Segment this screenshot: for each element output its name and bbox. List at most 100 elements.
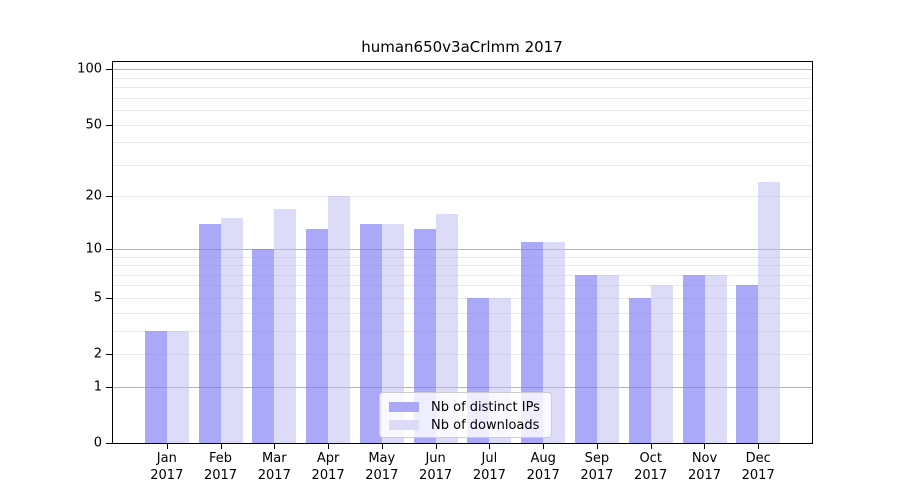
gridline-major bbox=[113, 248, 812, 250]
y-tick-mark bbox=[106, 125, 113, 126]
x-tick-mark bbox=[382, 443, 383, 449]
gridline-minor bbox=[113, 110, 812, 111]
gridline-minor bbox=[113, 196, 812, 198]
x-tick-label-month: Nov bbox=[691, 451, 718, 466]
x-tick-label: Aug 2017 bbox=[513, 450, 573, 484]
legend-swatch-distinct-ips-icon bbox=[389, 402, 419, 412]
x-tick-label-year: 2017 bbox=[257, 468, 291, 483]
gridline-minor bbox=[113, 256, 812, 258]
bar-ips-apr bbox=[306, 229, 329, 443]
y-tick-label: 50 bbox=[85, 117, 102, 132]
y-tick-label: 20 bbox=[85, 188, 102, 204]
x-tick-mark bbox=[651, 443, 652, 449]
x-tick-label: Jul 2017 bbox=[459, 450, 519, 484]
bar-downloads-jan bbox=[166, 330, 189, 443]
legend-label-downloads: Nb of downloads bbox=[431, 417, 540, 433]
x-tick-label: Dec 2017 bbox=[728, 450, 788, 484]
x-tick-label: Jun 2017 bbox=[406, 450, 466, 484]
x-tick-label: Sep 2017 bbox=[567, 450, 627, 484]
x-tick-label-year: 2017 bbox=[687, 468, 722, 483]
x-tick-label-month: Jun bbox=[425, 451, 446, 466]
bar-ips-may bbox=[359, 223, 382, 443]
gridline-minor bbox=[113, 164, 812, 166]
bar-ips-mar bbox=[252, 248, 275, 443]
x-tick-label: Mar 2017 bbox=[244, 450, 304, 484]
x-tick-label-month: Oct bbox=[639, 451, 662, 466]
legend-swatch-downloads-icon bbox=[389, 420, 419, 430]
x-tick-label-month: Jul bbox=[481, 451, 498, 466]
x-tick-label-month: Mar bbox=[262, 451, 287, 466]
gridline-minor bbox=[113, 124, 812, 126]
y-tick-label: 5 bbox=[93, 290, 102, 306]
x-tick-label-year: 2017 bbox=[472, 468, 506, 483]
gridline-minor bbox=[113, 285, 812, 287]
x-tick-mark bbox=[221, 443, 222, 449]
y-tick-mark bbox=[106, 249, 113, 250]
x-tick-label-month: May bbox=[368, 451, 396, 466]
chart-title: human650v3aCrlmm 2017 bbox=[361, 38, 563, 56]
y-tick-mark bbox=[106, 69, 113, 70]
bar-downloads-feb bbox=[220, 218, 243, 443]
x-tick-mark bbox=[436, 443, 437, 449]
x-tick-mark bbox=[597, 443, 598, 449]
x-tick-label: Nov 2017 bbox=[675, 450, 735, 484]
x-tick-mark bbox=[489, 443, 490, 449]
bar-downloads-mar bbox=[274, 208, 297, 443]
gridline-minor bbox=[113, 87, 812, 89]
bar-ips-feb bbox=[198, 223, 221, 443]
x-tick-mark bbox=[167, 443, 168, 449]
x-tick-label: Feb 2017 bbox=[191, 450, 251, 484]
y-tick-mark bbox=[106, 196, 113, 197]
gridline-minor bbox=[113, 312, 812, 314]
x-tick-label: Apr 2017 bbox=[298, 450, 358, 484]
legend-item-distinct-ips: Nb of distinct IPs bbox=[389, 398, 551, 416]
gridline-minor bbox=[113, 274, 812, 276]
bar-ips-jan bbox=[144, 330, 167, 443]
x-tick-label-month: Apr bbox=[316, 451, 340, 466]
x-tick-label-year: 2017 bbox=[150, 468, 184, 483]
y-tick-label: 10 bbox=[85, 241, 102, 257]
x-tick-label-month: Feb bbox=[208, 451, 233, 466]
x-tick-label-year: 2017 bbox=[634, 468, 668, 483]
x-tick-label-year: 2017 bbox=[203, 468, 238, 483]
x-tick-mark bbox=[328, 443, 329, 449]
x-tick-label-month: Dec bbox=[745, 451, 771, 466]
bar-ips-jun bbox=[413, 229, 436, 443]
gridline-major bbox=[113, 386, 812, 388]
x-tick-label-month: Sep bbox=[584, 451, 610, 466]
bar-downloads-apr bbox=[328, 196, 351, 443]
bar-downloads-dec bbox=[758, 182, 781, 443]
x-tick-label: May 2017 bbox=[352, 450, 412, 484]
bar-downloads-oct bbox=[650, 285, 673, 443]
y-tick-label: 100 bbox=[77, 61, 102, 77]
bar-ips-sep bbox=[574, 274, 597, 443]
legend: Nb of distinct IPs Nb of downloads bbox=[379, 392, 552, 438]
y-tick-label: 0 bbox=[93, 435, 102, 451]
y-tick-mark bbox=[106, 387, 113, 388]
bar-downloads-nov bbox=[704, 274, 727, 443]
y-tick-label: 1 bbox=[93, 379, 102, 395]
x-tick-label: Jan 2017 bbox=[137, 450, 197, 484]
bar-downloads-jun bbox=[435, 213, 458, 443]
x-tick-label-month: Jan bbox=[156, 451, 177, 466]
x-tick-label: Oct 2017 bbox=[621, 450, 681, 484]
bar-ips-nov bbox=[682, 274, 705, 443]
x-tick-label-year: 2017 bbox=[419, 468, 453, 483]
x-tick-mark bbox=[543, 443, 544, 449]
x-tick-mark bbox=[758, 443, 759, 449]
legend-label-distinct-ips: Nb of distinct IPs bbox=[431, 399, 540, 415]
legend-item-downloads: Nb of downloads bbox=[389, 416, 551, 434]
x-tick-label-year: 2017 bbox=[580, 468, 614, 483]
bar-ips-dec bbox=[736, 285, 759, 443]
x-tick-label-year: 2017 bbox=[526, 468, 560, 483]
y-tick-mark bbox=[106, 443, 113, 444]
bar-downloads-sep bbox=[596, 274, 619, 443]
gridline-major bbox=[113, 69, 812, 71]
x-tick-mark bbox=[704, 443, 705, 449]
y-tick-mark bbox=[106, 354, 113, 355]
y-tick-label: 2 bbox=[93, 346, 102, 362]
x-tick-label-year: 2017 bbox=[365, 468, 399, 483]
gridline-minor bbox=[113, 354, 812, 355]
x-tick-mark bbox=[274, 443, 275, 449]
